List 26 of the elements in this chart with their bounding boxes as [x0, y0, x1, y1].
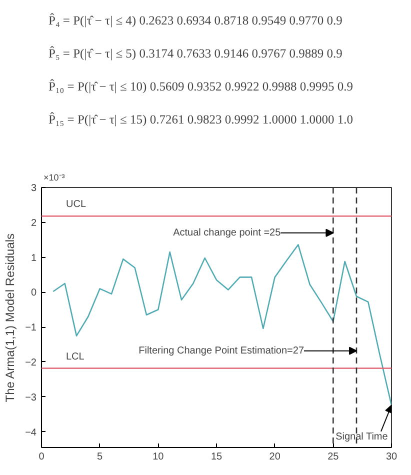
y-tick-label: −2	[25, 357, 37, 368]
x-tick-label: 20	[269, 452, 281, 462]
y-tick-label: −3	[25, 392, 37, 404]
y-tick-label: 1	[30, 252, 37, 264]
annotation: Filtering Change Point Estimation=27	[138, 345, 304, 356]
x-tick-label: 15	[210, 452, 222, 462]
text: ×10⁻³	[44, 172, 65, 182]
x-tick-label: 30	[386, 452, 398, 462]
x-tick-label: 25	[328, 452, 340, 462]
annotation: Signal Time	[336, 431, 388, 442]
text: P̂₁₅ = P(|τ̂ − τ| ≤ 15) 0.7261 0.9823 0.9992 1.0000 1.0000 1.0	[48, 112, 353, 126]
y-tick-label: 2	[30, 218, 37, 229]
x-tick-label: 10	[152, 452, 164, 462]
ref-line-label: LCL	[66, 351, 85, 362]
y-tick-label: 0	[30, 288, 37, 299]
y-tick-label: 3	[30, 183, 37, 194]
y-tick-label: −1	[25, 322, 37, 334]
text: P̂₅ = P(|τ̂ − τ| ≤ 5) 0.3174 0.7633 0.9146 0.9767 0.9889 0.9	[48, 46, 342, 60]
ref-line-label: UCL	[66, 199, 86, 210]
y-tick-label: −4	[25, 427, 37, 438]
annotation: Actual change point =25	[173, 227, 282, 238]
text: P̂₁₀ = P(|τ̂ − τ| ≤ 10) 0.5609 0.9352 0.9922 0.9988 0.9995 0.9	[48, 78, 353, 94]
y-axis-title: The Arma(1,1) Model Residuals	[3, 233, 18, 402]
x-tick-label: 5	[97, 452, 104, 462]
x-tick-label: 0	[38, 452, 45, 462]
text: P̂₄ = P(|τ̂ − τ| ≤ 4) 0.2623 0.6934 0.8718 0.9549 0.9770 0.9	[48, 12, 342, 28]
